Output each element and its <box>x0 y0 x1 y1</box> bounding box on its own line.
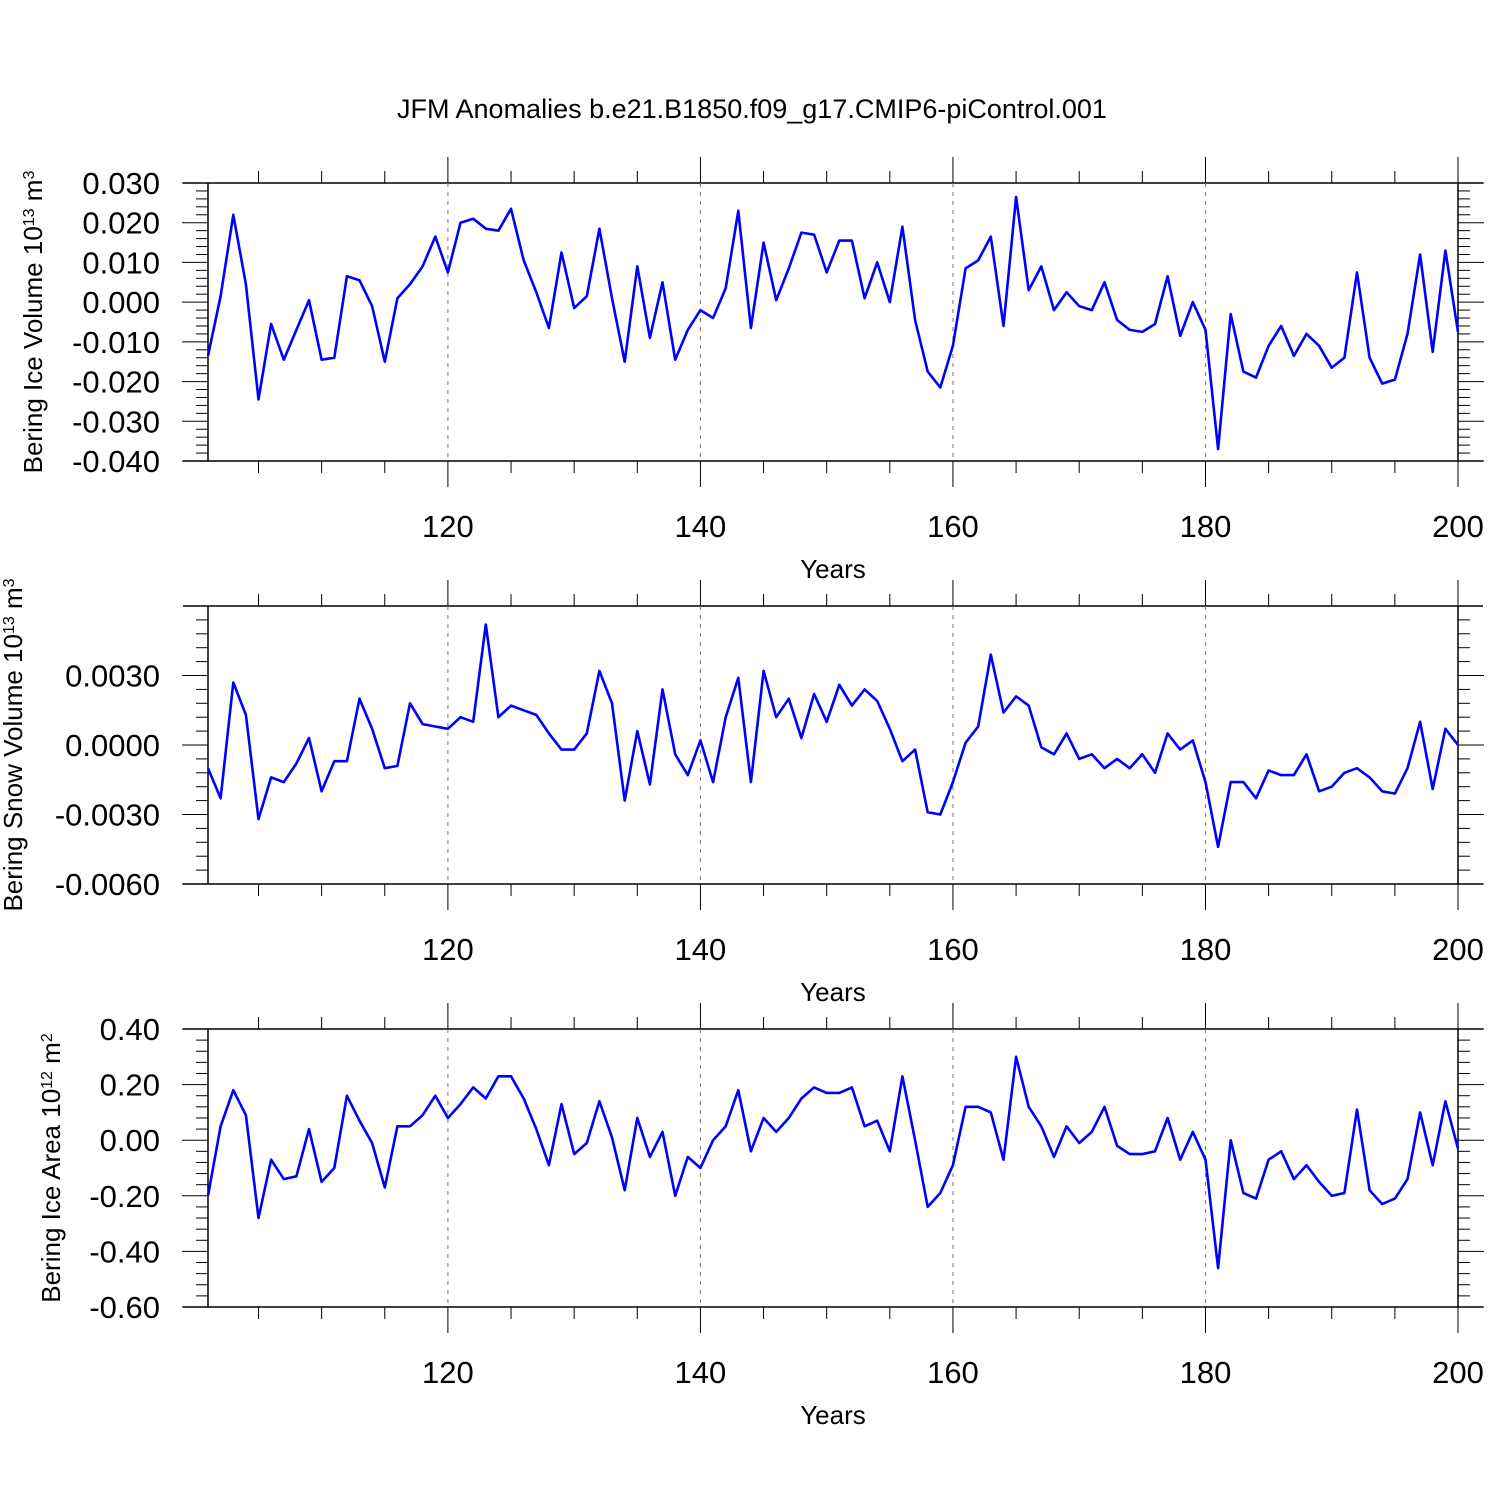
x-tick-label: 140 <box>675 509 727 544</box>
x-tick-label: 140 <box>675 932 727 967</box>
y-axis-label-superscript: 13 <box>21 208 38 226</box>
y-tick-label: -0.60 <box>89 1290 160 1325</box>
series-line <box>206 623 1460 849</box>
y-tick-label: -0.20 <box>89 1179 160 1214</box>
y-tick-label: 0.0000 <box>65 728 160 763</box>
x-tick-label: 160 <box>927 509 979 544</box>
x-tick-label: 160 <box>927 932 979 967</box>
y-axis-label-superscript: 3 <box>1 578 18 587</box>
x-axis-label: Years <box>800 977 866 1007</box>
chart-panel-1: 120 140 160 180 200 -0.040 -0.030 -0.020 -0.010 0… <box>18 157 1484 584</box>
y-axis-label: Bering Ice Area 1012 m2 <box>36 1033 66 1303</box>
x-tick-label: 180 <box>1180 1355 1232 1390</box>
series-line <box>206 195 1460 451</box>
x-tick-label: 120 <box>422 1355 474 1390</box>
y-tick-label: 0.40 <box>100 1012 160 1047</box>
chart-panel-2: 120 140 160 180 200 -0.0060 -0.0030 0.0000 0.003… <box>0 578 1484 1007</box>
x-tick-label: 200 <box>1432 932 1484 967</box>
y-tick-label: 0.0030 <box>65 659 160 694</box>
series-line <box>206 1055 1460 1270</box>
y-axis-label: Bering Snow Volume 1013 m3 <box>0 578 28 911</box>
y-axis-label-part: Bering Snow Volume 10 <box>0 634 28 912</box>
y-tick-label: -0.040 <box>72 444 160 479</box>
y-tick-label: 0.020 <box>82 206 160 241</box>
y-tick-label: 0.010 <box>82 245 160 280</box>
x-tick-label: 180 <box>1180 932 1232 967</box>
y-tick-label: 0.030 <box>82 166 160 201</box>
x-tick-label: 140 <box>675 1355 727 1390</box>
x-axis-label: Years <box>800 554 866 584</box>
y-tick-label: 0.00 <box>100 1123 160 1158</box>
figure-title: JFM Anomalies b.e21.B1850.f09_g17.CMIP6-… <box>397 94 1107 124</box>
x-tick-label: 120 <box>422 509 474 544</box>
x-tick-label: 160 <box>927 1355 979 1390</box>
x-tick-label: 180 <box>1180 509 1232 544</box>
y-tick-label: -0.40 <box>89 1234 160 1269</box>
x-axis-label: Years <box>800 1400 866 1430</box>
y-axis-label: Bering Ice Volume 1013 m3 <box>18 171 48 474</box>
y-axis-label-superscript: 13 <box>1 616 18 634</box>
y-axis-label-part: m <box>0 587 28 616</box>
y-axis-label-superscript: 2 <box>39 1033 56 1042</box>
chart-panel-3: 120 140 160 180 200 -0.60 -0.40 -0.20 0.00 0.20 0.… <box>36 1003 1484 1430</box>
y-tick-label: -0.030 <box>72 404 160 439</box>
y-tick-label: -0.020 <box>72 365 160 400</box>
y-axis-label-part: m <box>36 1042 66 1071</box>
x-tick-label: 200 <box>1432 1355 1484 1390</box>
y-tick-label: 0.20 <box>100 1068 160 1103</box>
y-axis-label-part: m <box>18 180 48 209</box>
y-axis-label-superscript: 3 <box>21 171 38 180</box>
y-tick-label: -0.010 <box>72 325 160 360</box>
y-axis-label-part: Bering Ice Volume 10 <box>18 226 48 473</box>
x-tick-label: 120 <box>422 932 474 967</box>
x-tick-label: 200 <box>1432 509 1484 544</box>
y-axis-label-part: Bering Ice Area 10 <box>36 1089 66 1303</box>
y-axis-label-superscript: 12 <box>39 1071 56 1089</box>
y-tick-label: -0.0030 <box>55 798 160 833</box>
y-tick-label: 0.000 <box>82 285 160 320</box>
y-tick-label: -0.0060 <box>55 867 160 902</box>
